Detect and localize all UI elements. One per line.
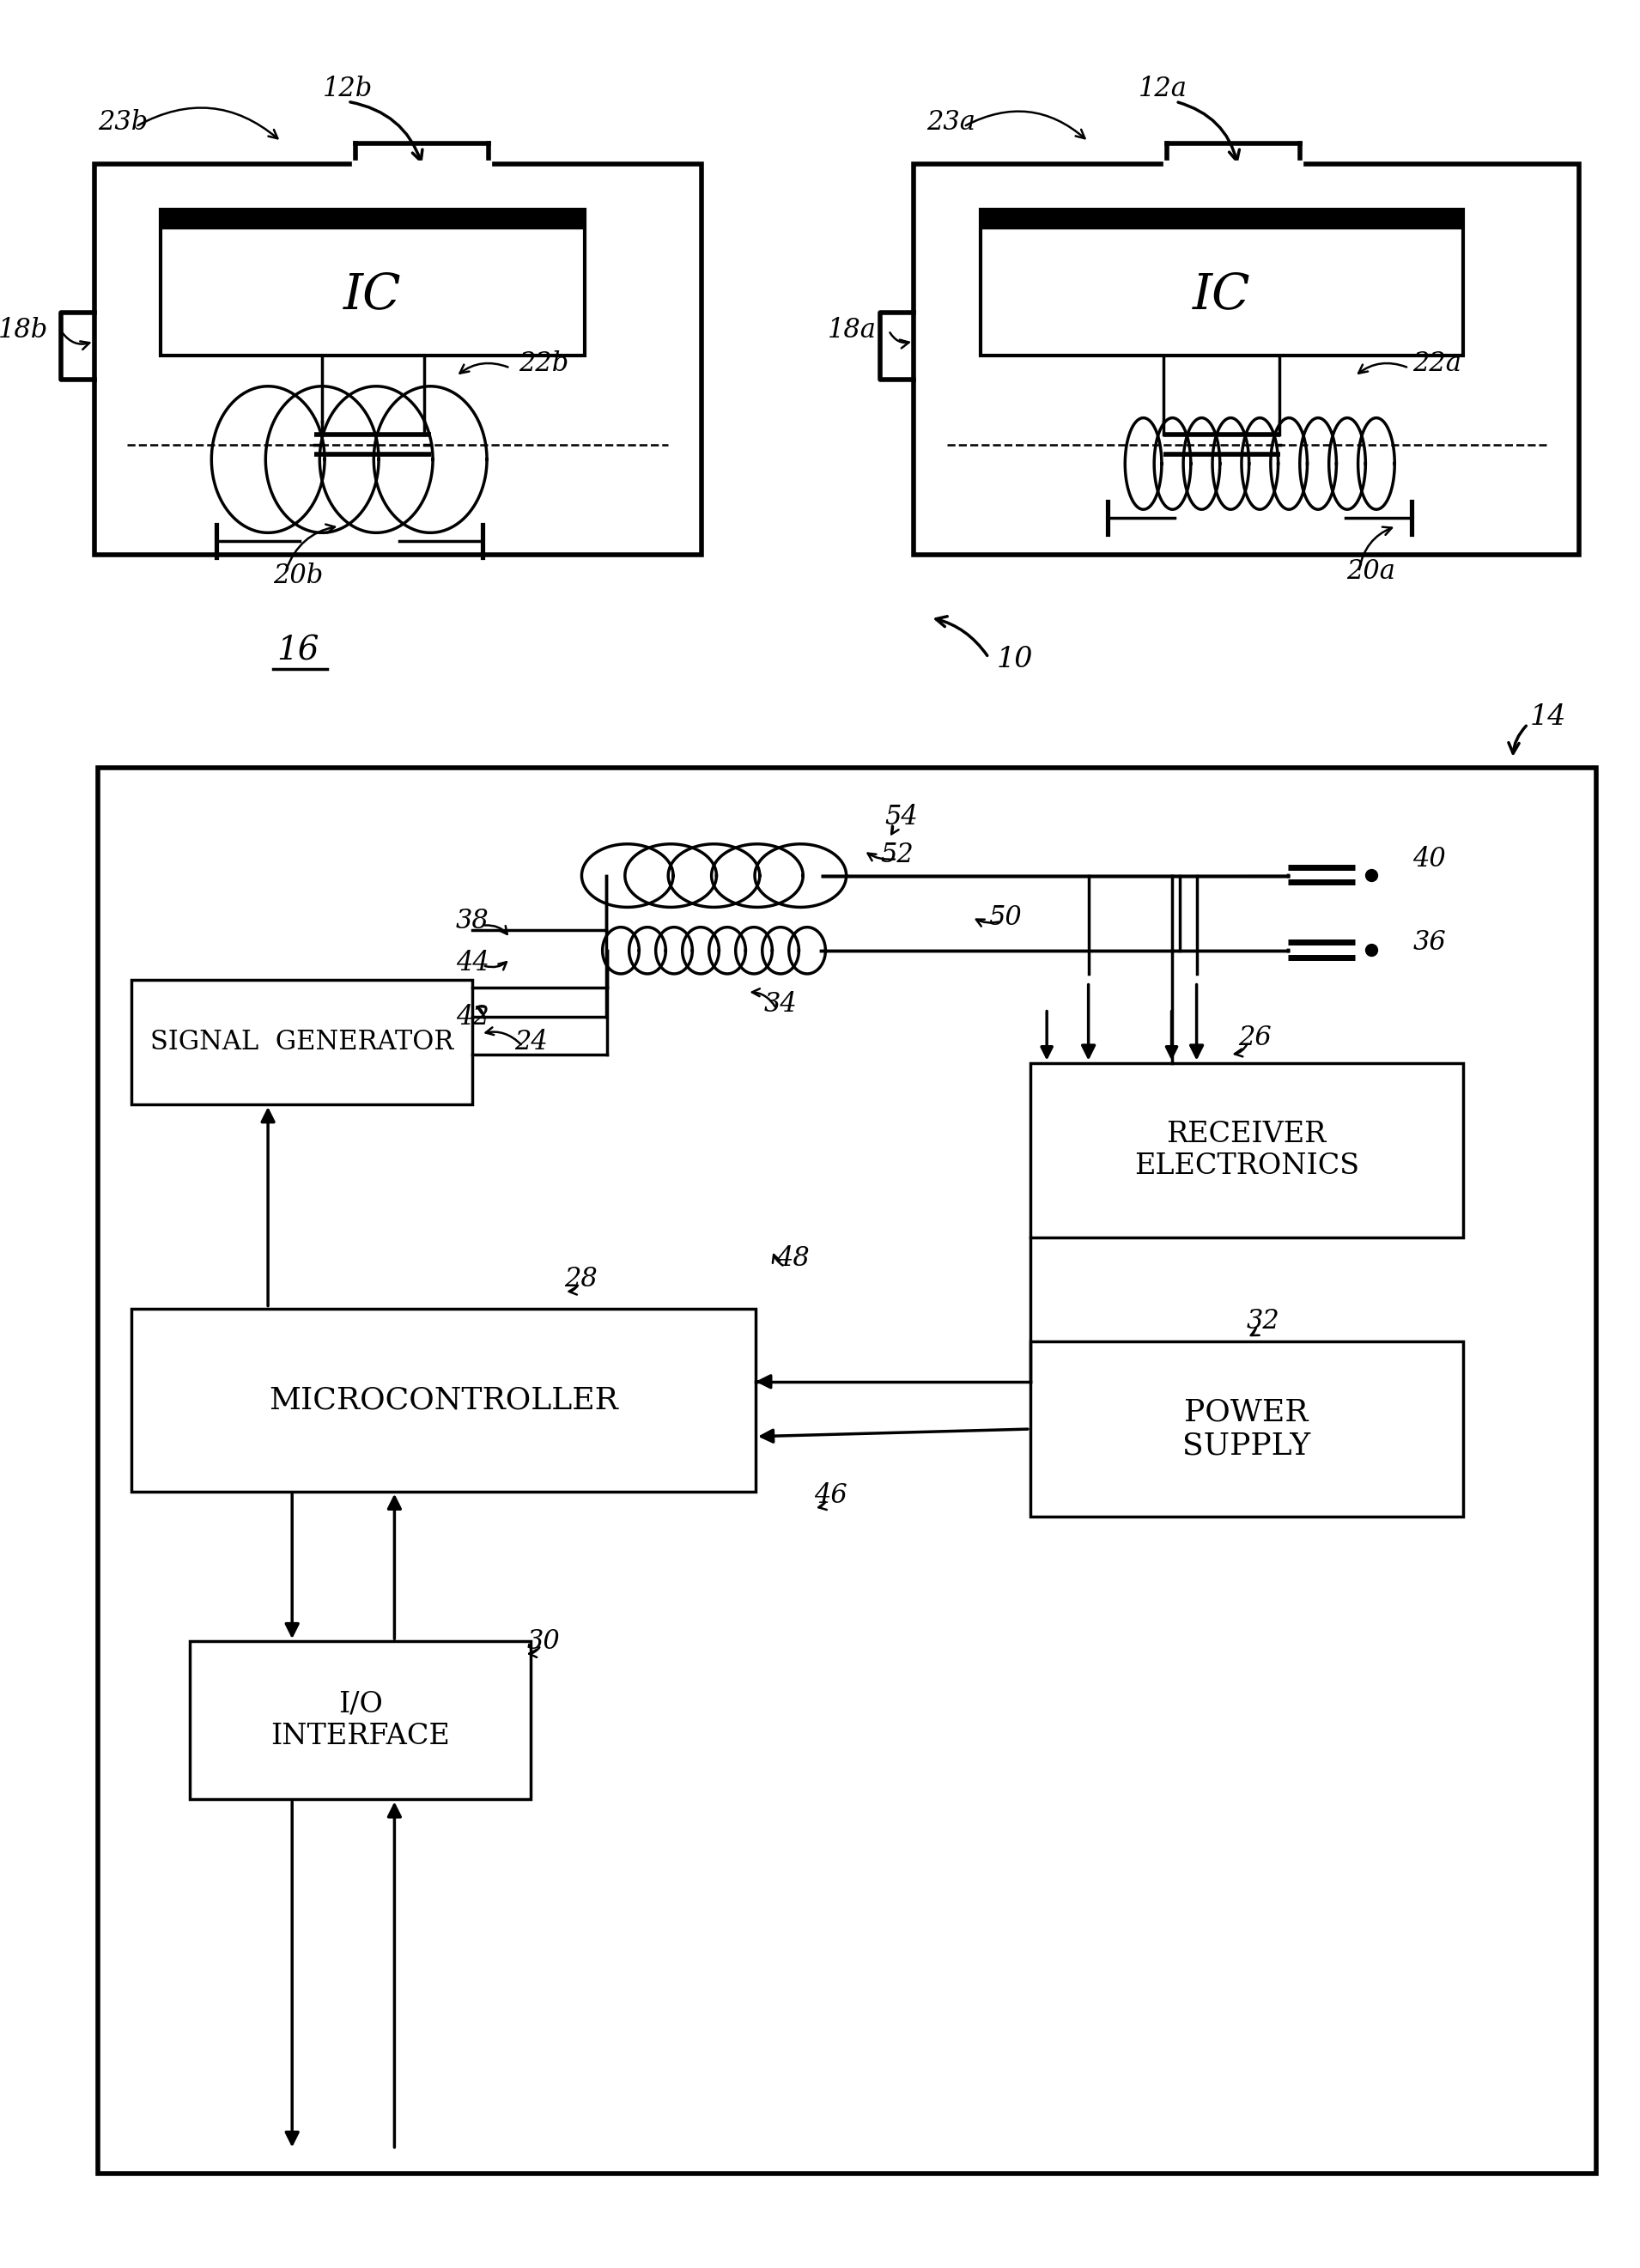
Text: 32: 32 xyxy=(1246,1309,1279,1334)
Text: 12b: 12b xyxy=(323,75,372,102)
Bar xyxy=(161,211,585,356)
Text: 16: 16 xyxy=(277,635,320,667)
Bar xyxy=(981,211,1463,356)
Text: 20b: 20b xyxy=(272,562,323,590)
Text: 18a: 18a xyxy=(828,318,876,345)
Text: 50: 50 xyxy=(989,905,1022,930)
Bar xyxy=(93,163,702,556)
Text: 42: 42 xyxy=(456,1005,489,1030)
Text: 44: 44 xyxy=(456,950,489,975)
Text: 36: 36 xyxy=(1414,930,1446,955)
Text: RECEIVER
ELECTRONICS: RECEIVER ELECTRONICS xyxy=(1133,1120,1360,1179)
Text: 20a: 20a xyxy=(1346,558,1396,585)
Text: 46: 46 xyxy=(813,1483,848,1508)
Text: 40: 40 xyxy=(1414,846,1446,873)
Text: 23b: 23b xyxy=(98,109,148,136)
Text: MICROCONTROLLER: MICROCONTROLLER xyxy=(269,1386,618,1415)
Bar xyxy=(161,211,585,229)
Text: 52: 52 xyxy=(881,841,913,869)
Text: 30: 30 xyxy=(526,1628,559,1656)
Text: 24: 24 xyxy=(515,1030,548,1055)
Text: POWER
SUPPLY: POWER SUPPLY xyxy=(1182,1397,1310,1461)
Bar xyxy=(190,1642,531,1799)
Text: 18b: 18b xyxy=(0,318,48,345)
Bar xyxy=(131,980,472,1105)
Text: 48: 48 xyxy=(776,1245,810,1272)
Bar xyxy=(98,767,1596,2173)
Text: 10: 10 xyxy=(997,646,1033,674)
Text: 54: 54 xyxy=(884,805,918,830)
Bar xyxy=(981,211,1463,229)
Text: 38: 38 xyxy=(456,907,489,934)
Bar xyxy=(131,1309,756,1492)
Text: 23a: 23a xyxy=(927,109,976,136)
Text: IC: IC xyxy=(1192,270,1251,320)
Bar xyxy=(1030,1343,1463,1517)
Text: 22a: 22a xyxy=(1414,352,1461,376)
Text: SIGNAL  GENERATOR: SIGNAL GENERATOR xyxy=(151,1030,454,1055)
Bar xyxy=(1030,1064,1463,1238)
Bar xyxy=(913,163,1579,556)
Text: 14: 14 xyxy=(1530,703,1566,730)
Text: I/O
INTERFACE: I/O INTERFACE xyxy=(271,1690,449,1751)
Text: 28: 28 xyxy=(564,1266,597,1293)
Text: IC: IC xyxy=(344,270,402,320)
Text: 34: 34 xyxy=(764,991,797,1018)
Text: 26: 26 xyxy=(1238,1025,1271,1050)
Text: 22b: 22b xyxy=(518,352,569,376)
Text: 12a: 12a xyxy=(1138,75,1187,102)
